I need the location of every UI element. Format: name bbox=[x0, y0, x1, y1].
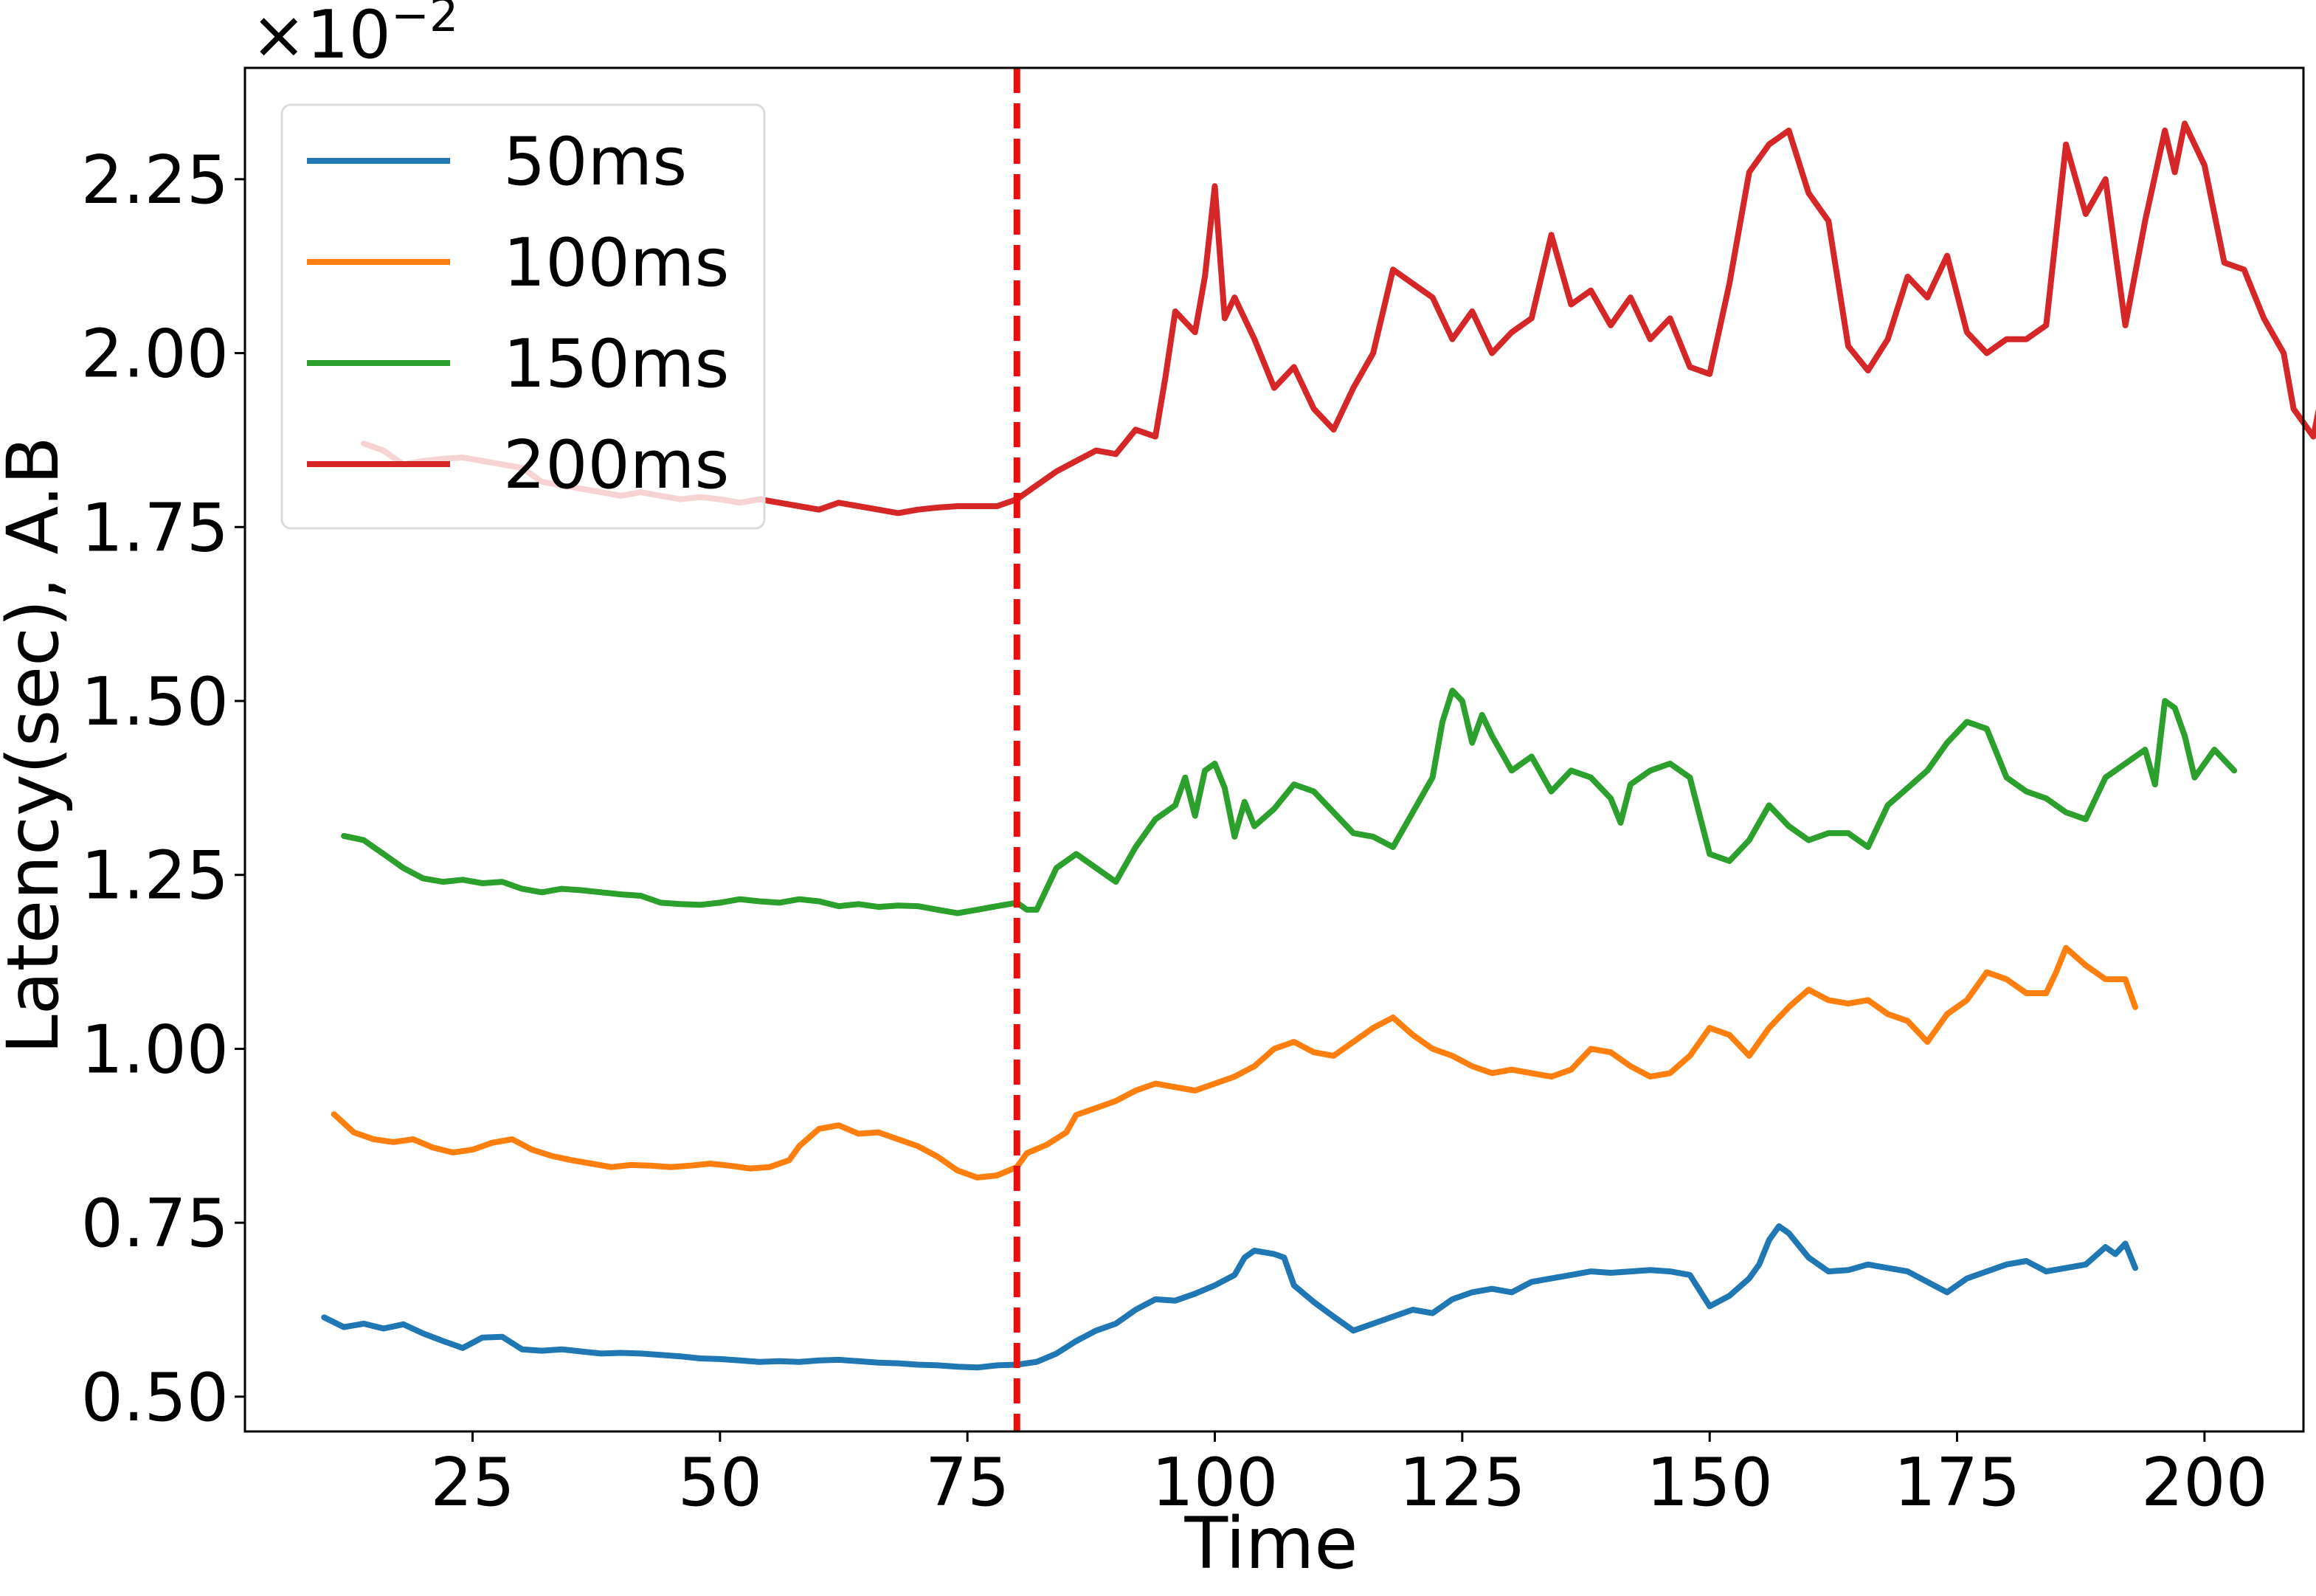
x-tick-label: 100 bbox=[1152, 1444, 1279, 1521]
x-tick-label: 50 bbox=[678, 1444, 763, 1521]
x-axis-label: Time bbox=[1184, 1502, 1358, 1585]
series-line-150ms bbox=[341, 687, 2238, 916]
series-line-100ms bbox=[331, 944, 2138, 1181]
x-tick-label: 75 bbox=[925, 1444, 1010, 1521]
y-axis: 0.50 0.75 1.00 1.25 1.50 1.75 2.00 2.25 bbox=[81, 142, 245, 1437]
offset-base: ×10 bbox=[251, 0, 391, 74]
x-tick-label: 175 bbox=[1894, 1444, 2021, 1521]
legend-label: 50ms bbox=[503, 123, 687, 201]
y-tick-label: 0.50 bbox=[81, 1359, 229, 1437]
offset-exponent: −2 bbox=[391, 0, 458, 42]
series-line-50ms bbox=[321, 1223, 2138, 1371]
x-axis: 25 50 75 100 125 150 175 200 bbox=[430, 1431, 2268, 1521]
y-tick-label: 1.50 bbox=[81, 663, 229, 741]
y-axis-label: Latency(sec), A.B bbox=[0, 436, 75, 1054]
legend-label: 100ms bbox=[503, 224, 729, 302]
y-tick-label: 0.75 bbox=[81, 1185, 229, 1262]
x-tick-label: 200 bbox=[2141, 1444, 2268, 1521]
x-tick-label: 25 bbox=[430, 1444, 515, 1521]
y-tick-label: 1.00 bbox=[81, 1011, 229, 1088]
x-tick-label: 150 bbox=[1646, 1444, 1773, 1521]
plot-area-frame bbox=[243, 66, 2305, 1433]
legend-box bbox=[280, 103, 766, 530]
x-tick-label: 125 bbox=[1399, 1444, 1526, 1521]
y-tick-label: 2.00 bbox=[81, 316, 229, 393]
axis-offset-text: ×10−2 bbox=[251, 0, 458, 74]
legend-label: 200ms bbox=[503, 426, 729, 504]
legend: 50ms 100ms 150ms 200ms bbox=[280, 103, 766, 530]
y-tick-label: 1.75 bbox=[81, 489, 229, 567]
y-tick-label: 2.25 bbox=[81, 142, 229, 219]
legend-label: 150ms bbox=[503, 325, 729, 403]
y-tick-label: 1.25 bbox=[81, 837, 229, 915]
